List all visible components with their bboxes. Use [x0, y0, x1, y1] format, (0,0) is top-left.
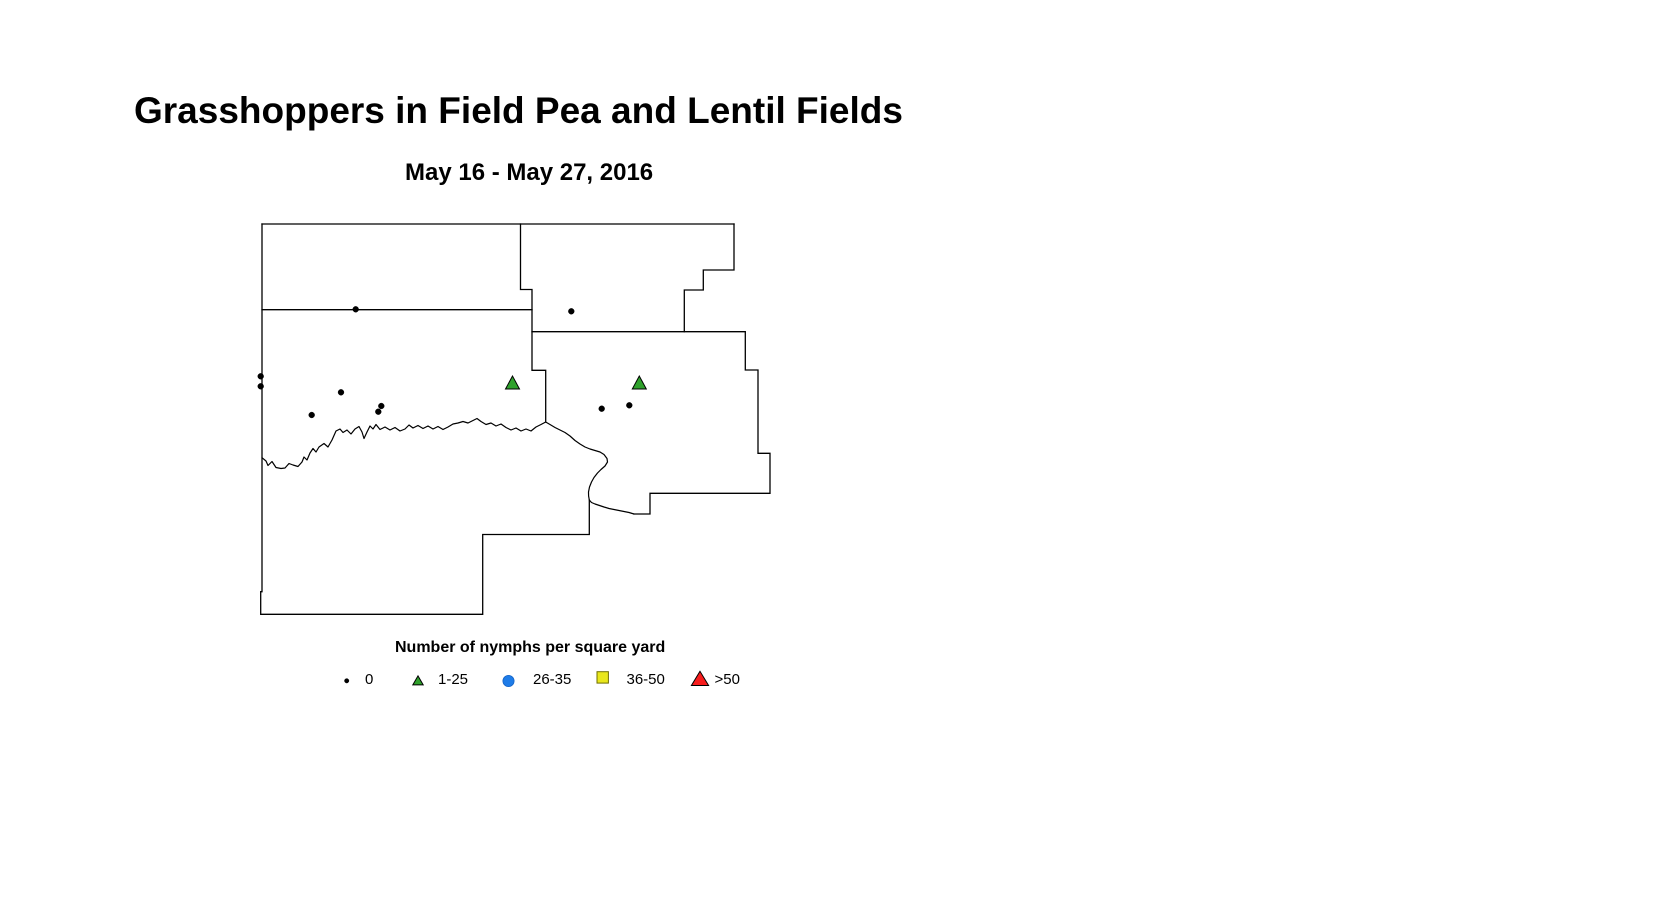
map-point-dot: [568, 308, 575, 315]
map-point-dot: [375, 408, 382, 415]
legend-label: 0: [365, 671, 374, 688]
legend-label: >50: [714, 671, 740, 688]
legend-marker-triangle-icon: [690, 670, 710, 686]
outer-northeast-steps: [683, 223, 735, 333]
map-point-triangle: [631, 374, 648, 390]
county-line-east: [531, 331, 771, 515]
legend-marker-triangle-icon: [411, 674, 425, 686]
map-point-dot: [257, 373, 264, 380]
legend-title: Number of nymphs per square yard: [395, 639, 666, 656]
page-subtitle: May 16 - May 27, 2016: [405, 159, 654, 186]
map-point-dot: [378, 402, 385, 410]
county-line-middle: [519, 223, 547, 423]
map-point-dot: [257, 383, 264, 390]
outer-west-and-south: [260, 223, 590, 615]
legend-marker-dot-icon: [344, 678, 350, 684]
map-point-dot: [626, 402, 633, 409]
legend-label: 36-50: [626, 671, 665, 688]
legend-marker-square-icon: [596, 671, 609, 684]
legend-label: 26-35: [533, 671, 572, 688]
legend-label: 1-25: [438, 671, 469, 688]
map-point-dot: [337, 389, 345, 396]
map-point-dot: [308, 411, 315, 419]
map-point-dot: [598, 405, 605, 412]
legend-marker-circle-icon: [502, 675, 515, 688]
river-line: [261, 417, 635, 515]
map-point-dot: [352, 306, 359, 313]
map-point-triangle: [504, 374, 521, 390]
page-title: Grasshoppers in Field Pea and Lentil Fie…: [134, 90, 903, 131]
